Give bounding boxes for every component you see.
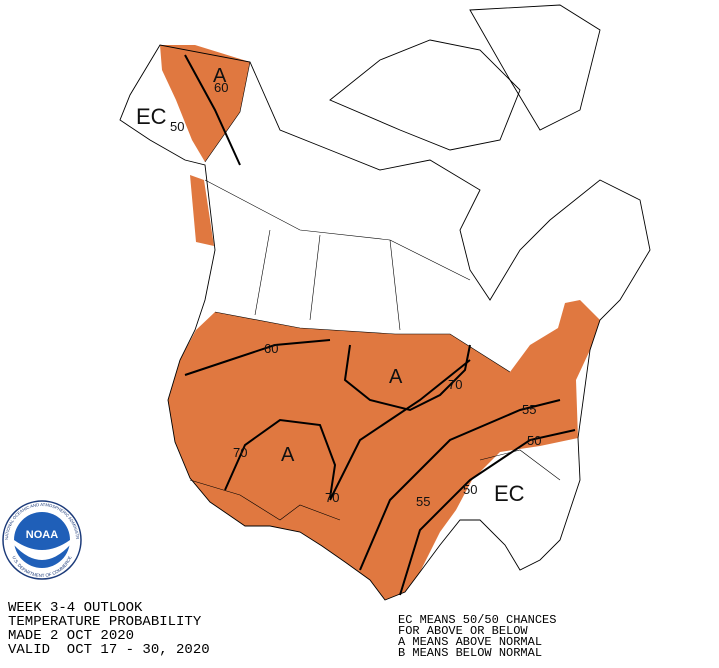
above-area [160,45,250,162]
map-label: EC [136,104,167,129]
contour [329,359,471,501]
map-label: A [281,444,295,466]
legend-line: B MEANS BELOW NORMAL [398,646,542,660]
info: WEEK 3-4 OUTLOOK TEMPERATURE PROBABILITY… [8,600,210,658]
contour [184,54,241,166]
coast [469,4,601,131]
logo-name: NOAA [26,529,58,541]
contours [184,54,576,596]
map-label: A [389,366,403,388]
legend-line: FOR ABOVE OR BELOW [398,624,528,638]
map-label: EC [494,481,525,506]
map-label: 70 [448,377,462,392]
map-label: 55 [522,402,536,417]
logo-ring-text: NATIONAL OCEANIC AND ATMOSPHERIC ADMINIS… [0,0,80,540]
above-area [168,300,600,600]
noaa-logo: NOAA NATIONAL OCEANIC AND ATMOSPHERIC AD… [0,0,82,580]
map-label: 60 [214,80,228,95]
info-line: WEEK 3-4 OUTLOOK [8,600,143,616]
info-line: MADE 2 OCT 2020 [8,628,134,644]
coastlines [119,4,651,601]
above-area [190,175,214,246]
coast [329,39,521,151]
map-label: 70 [233,445,247,460]
contour [399,429,576,596]
contour [224,418,337,499]
info-line: VALID OCT 17 - 30, 2020 [8,642,210,658]
legend-line: EC MEANS 50/50 CHANCES [398,613,556,627]
legend: EC MEANS 50/50 CHANCES FOR ABOVE OR BELO… [398,613,556,660]
map-labels: EC 50 A 60 60 A 70 70 A 55 50 70 55 50 E… [136,65,541,509]
info-line: TEMPERATURE PROBABILITY [8,614,202,630]
logo-ring-text: NATIONAL OCEANIC AND ATMOSPHERIC ADMINIS… [0,0,80,540]
border [189,61,561,521]
contour [359,399,561,571]
map-label: 50 [170,119,184,134]
contour [343,344,471,412]
shading [160,45,600,600]
legend-line: A MEANS ABOVE NORMAL [398,635,542,649]
contour [184,339,331,376]
map-label: 55 [416,494,430,509]
map-label: 70 [325,490,339,505]
map-label: A [213,65,227,87]
logo-wave [14,540,70,560]
map-label: 50 [463,482,477,497]
map-label: 60 [264,341,278,356]
map-label: 50 [527,433,541,448]
coast [119,44,651,601]
